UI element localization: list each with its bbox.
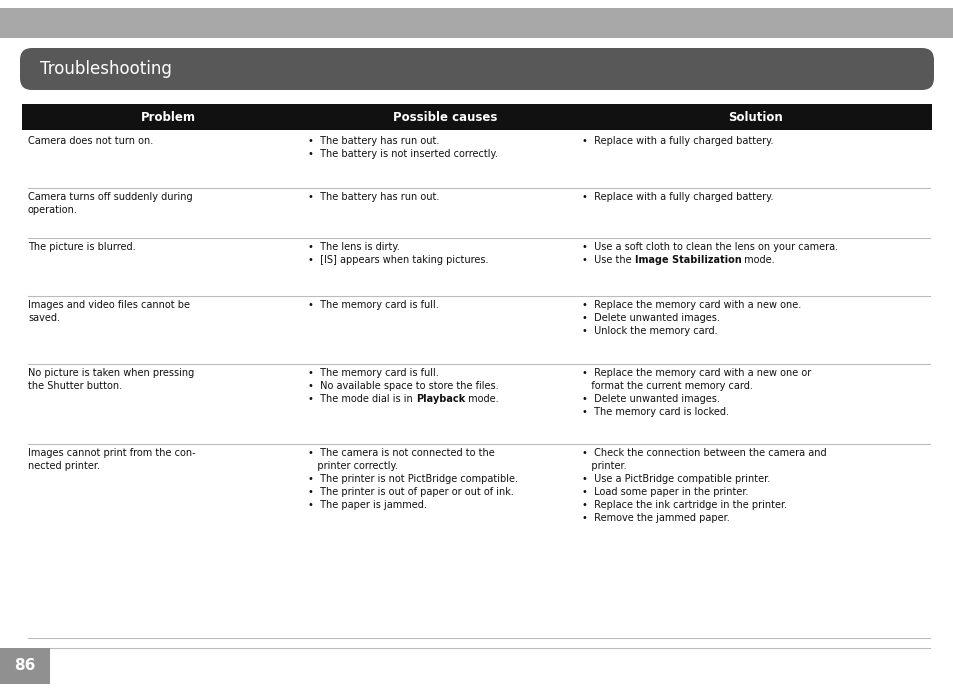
Text: •  Replace the memory card with a new one.: • Replace the memory card with a new one… [581, 300, 801, 310]
Text: Camera does not turn on.: Camera does not turn on. [28, 136, 153, 146]
Text: •  Delete unwanted images.: • Delete unwanted images. [581, 313, 720, 323]
Text: •  The memory card is locked.: • The memory card is locked. [581, 407, 728, 417]
Text: •  [IS] appears when taking pictures.: • [IS] appears when taking pictures. [308, 255, 488, 265]
Text: •  The battery has run out.: • The battery has run out. [308, 192, 439, 202]
Text: Camera turns off suddenly during: Camera turns off suddenly during [28, 192, 193, 202]
Text: Images and video files cannot be: Images and video files cannot be [28, 300, 190, 310]
FancyBboxPatch shape [20, 48, 933, 90]
Text: Possible causes: Possible causes [393, 110, 497, 124]
Text: the Shutter button.: the Shutter button. [28, 381, 122, 391]
Text: •  The printer is not PictBridge compatible.: • The printer is not PictBridge compatib… [308, 474, 517, 484]
Text: printer.: printer. [581, 461, 626, 471]
Text: nected printer.: nected printer. [28, 461, 100, 471]
Text: operation.: operation. [28, 205, 78, 215]
Text: printer correctly.: printer correctly. [308, 461, 397, 471]
Text: •  Replace the ink cartridge in the printer.: • Replace the ink cartridge in the print… [581, 500, 786, 510]
Text: •  Use the: • Use the [581, 255, 634, 265]
Text: Solution: Solution [728, 110, 782, 124]
Text: •  Replace with a fully charged battery.: • Replace with a fully charged battery. [581, 192, 773, 202]
Text: format the current memory card.: format the current memory card. [581, 381, 752, 391]
Text: •  Replace with a fully charged battery.: • Replace with a fully charged battery. [581, 136, 773, 146]
Text: •  The camera is not connected to the: • The camera is not connected to the [308, 448, 495, 458]
Text: mode.: mode. [465, 394, 498, 404]
Text: •  Delete unwanted images.: • Delete unwanted images. [581, 394, 720, 404]
Text: •  Load some paper in the printer.: • Load some paper in the printer. [581, 487, 748, 497]
Bar [0, 8, 953, 38]
Text: •  Check the connection between the camera and: • Check the connection between the camer… [581, 448, 825, 458]
Text: saved.: saved. [28, 313, 60, 323]
Text: mode.: mode. [740, 255, 774, 265]
Text: •  Replace the memory card with a new one or: • Replace the memory card with a new one… [581, 368, 810, 378]
Bar [22, 104, 931, 130]
Text: No picture is taken when pressing: No picture is taken when pressing [28, 368, 194, 378]
Text: Images cannot print from the con-: Images cannot print from the con- [28, 448, 195, 458]
Text: •  The lens is dirty.: • The lens is dirty. [308, 242, 399, 252]
Text: •  Remove the jammed paper.: • Remove the jammed paper. [581, 513, 729, 523]
Text: Image Stabilization: Image Stabilization [634, 255, 740, 265]
Text: •  Unlock the memory card.: • Unlock the memory card. [581, 326, 717, 336]
Text: •  The mode dial is in: • The mode dial is in [308, 394, 416, 404]
Text: •  The battery has run out.: • The battery has run out. [308, 136, 439, 146]
Text: Troubleshooting: Troubleshooting [40, 60, 172, 78]
Text: •  The memory card is full.: • The memory card is full. [308, 368, 438, 378]
Text: The picture is blurred.: The picture is blurred. [28, 242, 135, 252]
Text: •  The memory card is full.: • The memory card is full. [308, 300, 438, 310]
Text: •  The printer is out of paper or out of ink.: • The printer is out of paper or out of … [308, 487, 514, 497]
Text: •  Use a soft cloth to clean the lens on your camera.: • Use a soft cloth to clean the lens on … [581, 242, 838, 252]
Bar [0, 648, 50, 684]
Text: 86: 86 [14, 659, 35, 673]
Text: Playback: Playback [416, 394, 465, 404]
Text: •  The battery is not inserted correctly.: • The battery is not inserted correctly. [308, 149, 497, 159]
Text: Problem: Problem [140, 110, 195, 124]
Text: •  The paper is jammed.: • The paper is jammed. [308, 500, 426, 510]
Text: •  Use a PictBridge compatible printer.: • Use a PictBridge compatible printer. [581, 474, 769, 484]
Text: •  No available space to store the files.: • No available space to store the files. [308, 381, 498, 391]
